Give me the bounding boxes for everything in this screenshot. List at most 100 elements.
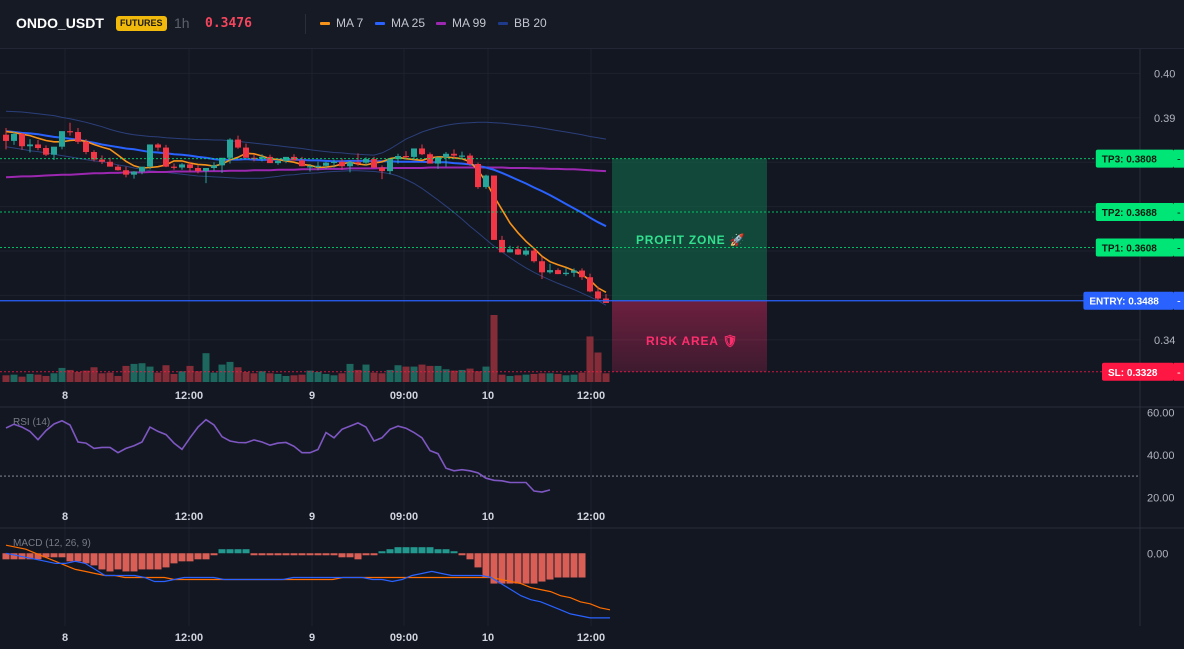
volume-bar xyxy=(522,374,530,382)
candle-body xyxy=(443,153,449,158)
macd-histogram-bar xyxy=(530,553,538,584)
volume-bar xyxy=(426,365,434,382)
bb-upper-line xyxy=(5,110,607,156)
macd-histogram-bar xyxy=(10,553,18,560)
ma25-line xyxy=(5,130,607,228)
level-badge-entry xyxy=(1083,291,1174,310)
candle-body xyxy=(379,167,385,172)
price-tick-label: 0.40 xyxy=(1154,68,1175,80)
volume-bar xyxy=(538,373,546,382)
macd-histogram-bar xyxy=(82,553,90,564)
candle xyxy=(307,163,313,172)
legend-bb20[interactable]: BB 20 xyxy=(498,16,547,30)
candle xyxy=(387,159,393,175)
candle xyxy=(219,157,225,173)
volume-bar xyxy=(402,366,410,382)
candle-body xyxy=(499,239,505,253)
time-tick-label: 8 xyxy=(62,511,68,523)
macd-histogram-bar xyxy=(146,553,154,570)
candle xyxy=(331,159,337,168)
volume-bar xyxy=(434,365,442,382)
macd-histogram-bar xyxy=(306,553,314,556)
header-divider xyxy=(305,14,306,34)
candle-body xyxy=(395,156,401,160)
legend-ma25-label: MA 25 xyxy=(391,16,426,30)
macd-histogram-bar xyxy=(418,547,426,554)
candle-body xyxy=(523,250,529,255)
candle xyxy=(443,152,449,167)
level-badge-label: TP1: 0.3608 xyxy=(1102,243,1157,254)
candle-body xyxy=(419,148,425,155)
rsi-tick-label: 40.00 xyxy=(1147,450,1175,462)
candle xyxy=(115,164,121,171)
macd-histogram-bar xyxy=(290,553,298,556)
candle xyxy=(475,162,481,189)
volume-bar xyxy=(498,374,506,382)
time-axis-1: 8 12:00 9 09:00 10 12:00 xyxy=(62,511,605,523)
candle-body xyxy=(51,146,57,155)
volume-bar xyxy=(90,367,98,382)
candle xyxy=(507,245,513,253)
candle-body xyxy=(235,139,241,148)
legend-ma25[interactable]: MA 25 xyxy=(375,16,425,30)
ma99-line xyxy=(5,166,607,179)
volume-bar xyxy=(138,363,146,382)
candle-body xyxy=(595,291,601,299)
volume-bar xyxy=(594,352,602,382)
volume-bar xyxy=(354,369,362,382)
macd-histogram-bar xyxy=(298,553,306,556)
volume-bar xyxy=(570,374,578,382)
candle-body xyxy=(107,161,113,167)
candle-body xyxy=(331,161,337,163)
volume-bar xyxy=(114,375,122,382)
macd-histogram-bar xyxy=(122,553,130,572)
volume-bar xyxy=(450,370,458,382)
candle xyxy=(579,268,585,280)
candle-body xyxy=(187,164,193,168)
candle-body xyxy=(267,156,273,164)
candle-body xyxy=(531,250,537,262)
macd-histogram-bar xyxy=(426,547,434,554)
volume-bar xyxy=(394,365,402,382)
time-tick-label: 10 xyxy=(482,390,494,402)
candle-body xyxy=(67,131,73,133)
time-tick-label: 12:00 xyxy=(577,390,605,402)
time-tick-label: 10 xyxy=(482,511,494,523)
candle-body xyxy=(195,167,201,172)
volume-bar xyxy=(58,367,66,382)
candle-body xyxy=(91,152,97,160)
candle-body xyxy=(459,155,465,157)
legend-ma7[interactable]: MA 7 xyxy=(320,16,363,30)
volume-bar xyxy=(466,368,474,382)
level-badge-label: ENTRY: 0.3488 xyxy=(1089,297,1159,308)
timeframe-selector[interactable]: 1h xyxy=(174,15,190,31)
symbol-name[interactable]: ONDO_USDT xyxy=(16,15,104,31)
level-badge-tp xyxy=(1095,238,1174,257)
candle xyxy=(75,128,81,145)
bollinger-bands xyxy=(5,110,607,306)
candle-body xyxy=(571,270,577,273)
volume-bar xyxy=(66,369,74,382)
macd-histogram-bar xyxy=(114,553,122,570)
macd-histogram-bar xyxy=(522,553,530,584)
volume-bar xyxy=(418,364,426,382)
macd-histogram-bar xyxy=(2,553,10,560)
macd-histogram-bar xyxy=(474,553,482,568)
volume-bar xyxy=(602,373,610,382)
candle xyxy=(547,263,553,274)
macd-histogram-bar xyxy=(570,553,578,578)
volume-bar xyxy=(258,371,266,382)
candle xyxy=(403,151,409,159)
macd-histogram-bar xyxy=(330,553,338,556)
volume-bar xyxy=(194,371,202,382)
macd-histogram-bar xyxy=(482,553,490,578)
candle-body xyxy=(275,160,281,164)
candle-body xyxy=(155,144,161,148)
legend-ma99[interactable]: MA 99 xyxy=(436,16,486,30)
candle xyxy=(67,122,73,136)
candle xyxy=(11,131,17,145)
candle-body xyxy=(507,249,513,253)
candle xyxy=(59,131,65,150)
rsi-title: RSI (14) xyxy=(13,417,50,428)
